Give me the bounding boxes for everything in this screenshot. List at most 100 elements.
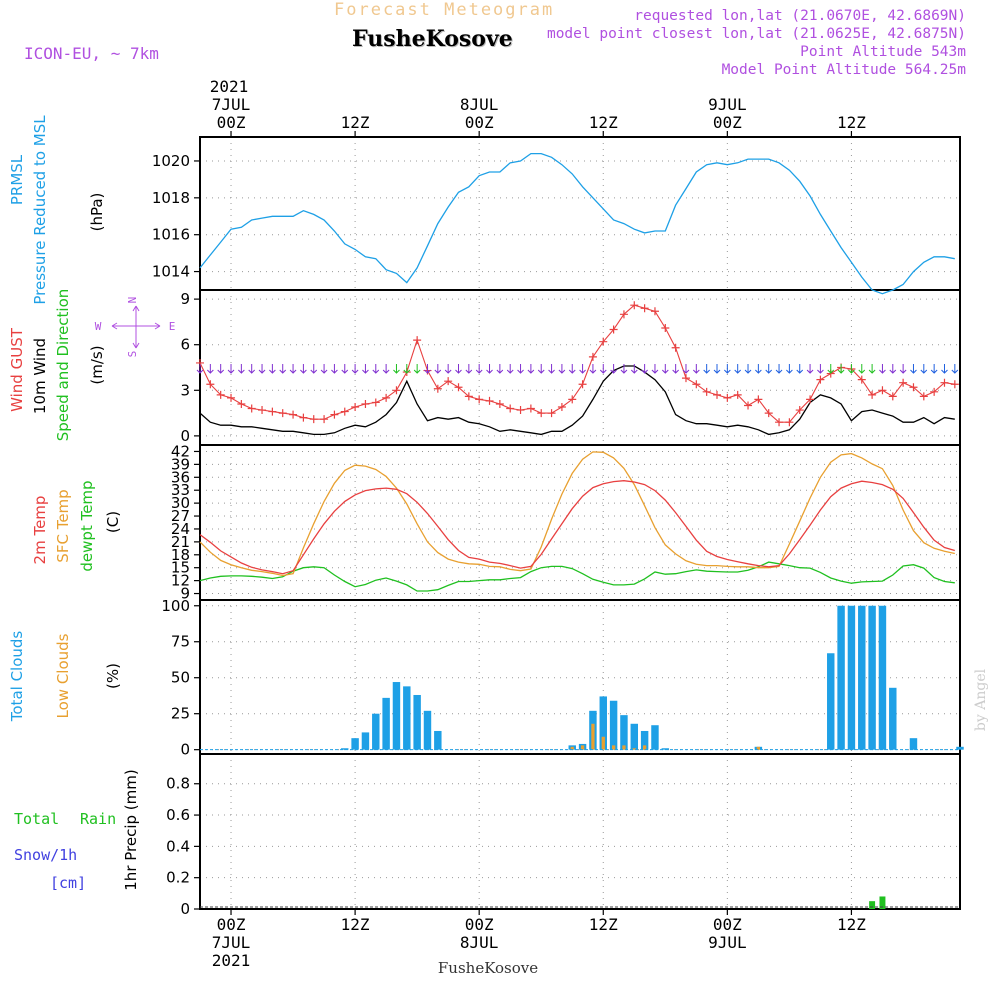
wind-direction-arrow <box>641 364 648 374</box>
low-clouds-bar <box>632 748 636 750</box>
wind-direction-arrow <box>393 364 400 374</box>
bottom-time-label: 12Z <box>589 915 618 934</box>
wind-direction-arrow <box>527 364 535 374</box>
wind-direction-arrow <box>465 364 473 374</box>
temp-y-tick-label: 42 <box>171 442 190 460</box>
wind-gust-label: Wind GUST <box>8 327 26 412</box>
wind-10m-label: 10m Wind <box>31 338 49 414</box>
top-time-label: 00Z <box>217 113 246 132</box>
wind-gust-point <box>247 404 256 413</box>
wind-gust-point <box>340 407 349 416</box>
total-clouds-bar <box>341 748 349 750</box>
pressure-label-prmsl: PRMSL <box>8 154 26 205</box>
precip-total-label: Total <box>14 810 59 828</box>
wind-gust-point <box>723 393 732 402</box>
wind-direction-arrow <box>548 364 555 374</box>
total-clouds-bar <box>651 725 659 750</box>
wind-gust-point <box>320 415 329 424</box>
point-altitude: Point Altitude 543m <box>800 44 966 60</box>
temp-2m-series-line <box>199 480 955 575</box>
pressure-units-label: (hPa) <box>88 193 106 232</box>
wind-direction-arrow <box>372 364 380 374</box>
wind-direction-arrow <box>806 364 814 374</box>
temp-sfc-label: SFC Temp <box>54 489 72 562</box>
top-day-label: 7JUL <box>212 95 251 114</box>
total-clouds-bar <box>372 713 380 750</box>
wind-gust-point <box>495 399 504 408</box>
wind-gust-point <box>299 413 308 422</box>
wind-gust-point <box>237 399 246 408</box>
wind-gust-point <box>413 336 422 345</box>
low-clouds-bar <box>611 745 616 750</box>
wind-direction-arrow <box>506 364 514 374</box>
total-clouds-bar <box>382 697 390 750</box>
wind-y-tick-label: 9 <box>180 290 190 308</box>
wind-direction-arrow <box>661 364 669 374</box>
wind-gust-point <box>599 337 608 346</box>
wind-gust-point <box>899 378 908 387</box>
wind-direction-arrow <box>537 364 545 374</box>
wind-direction-arrow <box>599 364 607 374</box>
wind-direction-arrow <box>579 364 586 374</box>
temp-y-tick-label: 39 <box>171 455 190 473</box>
wind-direction-arrow <box>331 364 338 374</box>
wind-direction-arrow <box>755 364 762 374</box>
wind-y-tick-label: 3 <box>180 381 190 399</box>
wind-direction-arrow <box>558 364 566 374</box>
wind-direction-arrow <box>827 364 835 374</box>
wind-gust-point <box>464 392 473 401</box>
dewpoint-label: dewpt Temp <box>78 480 96 571</box>
wind-direction-arrow <box>196 364 204 374</box>
temp-y-tick-label: 12 <box>171 572 190 590</box>
wind-gust-point <box>578 380 587 389</box>
compass-north-label: N <box>126 297 139 304</box>
wind-gust-point <box>702 387 711 396</box>
wind-direction-arrow <box>899 364 907 374</box>
wind-gust-point <box>630 301 639 310</box>
clouds-y-tick-label: 0 <box>180 741 190 759</box>
precip-y-tick-label: 0.8 <box>166 775 190 793</box>
wind-gust-point <box>868 390 877 399</box>
wind-direction-arrow <box>837 364 845 374</box>
precip-bar <box>879 896 886 909</box>
wind-gust-point <box>806 395 815 404</box>
precip-panel-frame <box>199 753 961 910</box>
temp-2m-label: 2m Temp <box>31 496 49 565</box>
wind-gust-point <box>506 404 515 413</box>
wind-direction-arrow <box>289 364 297 374</box>
wind-gust-point <box>878 386 887 395</box>
wind-direction-arrow <box>848 364 855 374</box>
wind-gust-point <box>330 410 339 419</box>
wind-direction-arrow <box>713 364 721 374</box>
wind-direction-arrow <box>723 364 731 374</box>
wind-direction-arrow <box>279 364 287 374</box>
wind-direction-arrow <box>269 364 276 374</box>
wind-direction-arrow <box>951 364 959 374</box>
total-clouds-bar <box>956 746 964 750</box>
wind-direction-arrow <box>496 364 504 374</box>
model-point-altitude: Model Point Altitude 564.25m <box>721 62 966 78</box>
precip-y-tick-label: 0.2 <box>166 869 190 887</box>
wind-gust-point <box>764 409 773 418</box>
top-time-label: 12Z <box>837 113 866 132</box>
wind-gust-point <box>537 409 546 418</box>
wind-direction-arrow <box>775 364 783 374</box>
wind-gust-point <box>713 390 722 399</box>
total-clouds-bar <box>640 730 649 750</box>
low-clouds-bar <box>591 723 595 750</box>
wind-gust-point <box>775 418 784 427</box>
credit-label: by Angel <box>973 668 989 731</box>
total-clouds-bar <box>403 686 411 750</box>
bottom-day-label: 7JUL <box>212 933 251 952</box>
bottom-day-label: 8JUL <box>460 933 499 952</box>
bottom-time-label: 00Z <box>217 915 246 934</box>
wind-direction-arrow <box>455 364 462 374</box>
wind-y-tick-label: 0 <box>180 427 190 445</box>
surface-temp-series-line <box>199 451 955 577</box>
temp-y-tick-label: 21 <box>171 533 190 551</box>
pressure-y-tick-label: 1014 <box>152 263 190 281</box>
footer-station-name: FusheKosove <box>438 959 538 977</box>
wind-gust-point <box>351 403 360 412</box>
wind-gust-point <box>547 409 556 418</box>
wind-gust-point <box>857 375 866 384</box>
